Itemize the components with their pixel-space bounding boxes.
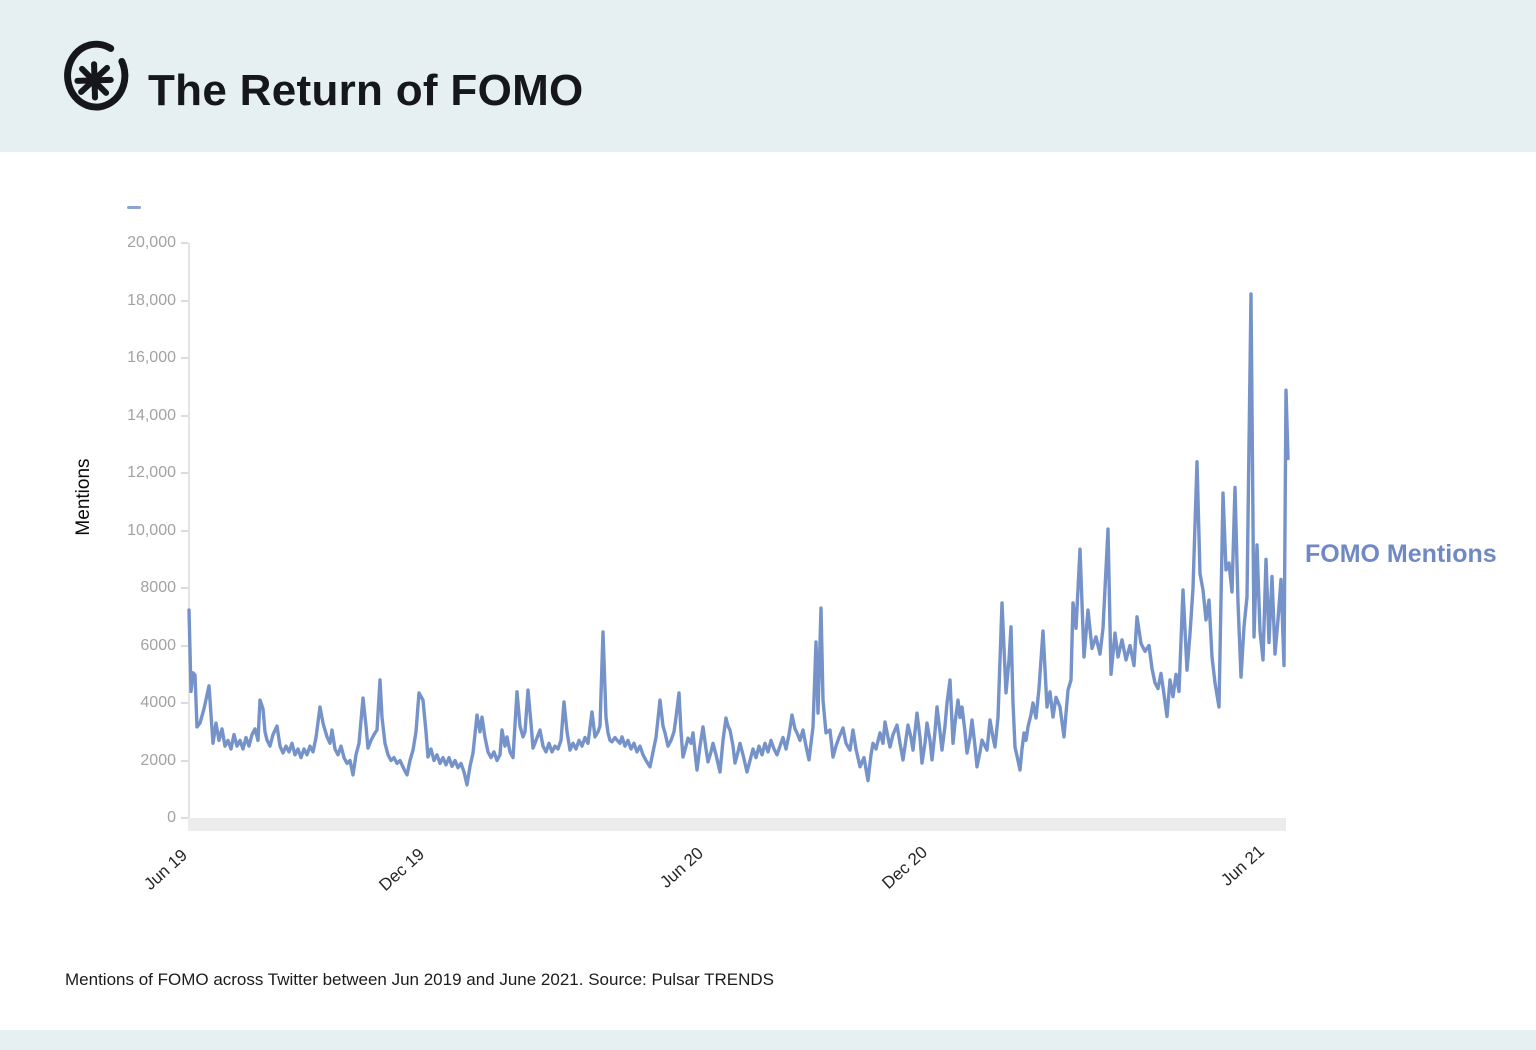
header: The Return of FOMO xyxy=(0,0,1536,152)
y-tick-mark xyxy=(181,644,188,647)
footer-bar xyxy=(0,1030,1536,1050)
y-tick-label: 8000 xyxy=(140,579,176,596)
y-tick-label: 16,000 xyxy=(127,349,176,366)
y-tick-label: 20,000 xyxy=(127,234,176,251)
y-tick-label: 18,000 xyxy=(127,291,176,309)
y-tick-label: 12,000 xyxy=(127,464,176,481)
legend-dash xyxy=(127,206,141,209)
y-tick-mark xyxy=(181,759,188,762)
y-tick-mark xyxy=(181,414,188,417)
x-axis-baseline-strip xyxy=(188,818,1286,831)
y-tick-label: 10,000 xyxy=(127,521,176,539)
y-tick-mark xyxy=(181,472,188,474)
y-tick-label: 6000 xyxy=(140,636,176,654)
asterisk-in-circle-icon xyxy=(64,40,129,111)
y-tick-mark xyxy=(181,299,188,302)
y-tick-label: 0 xyxy=(167,809,176,826)
y-tick-label: 4000 xyxy=(140,694,176,711)
chart-caption: Mentions of FOMO across Twitter between … xyxy=(65,970,775,989)
y-tick-mark xyxy=(181,357,188,359)
y-tick-mark xyxy=(181,242,188,244)
y-tick-label: 2000 xyxy=(140,751,176,769)
y-tick-mark xyxy=(181,529,188,532)
fomo-mentions-line[interactable] xyxy=(187,292,1290,787)
y-tick-label: 14,000 xyxy=(127,406,176,424)
y-tick-mark xyxy=(181,587,188,589)
page-title: The Return of FOMO xyxy=(148,66,584,115)
series-label: FOMO Mentions xyxy=(1305,540,1497,568)
y-tick-mark xyxy=(181,702,188,704)
y-axis-line xyxy=(188,243,190,818)
y-tick-mark xyxy=(181,817,188,819)
